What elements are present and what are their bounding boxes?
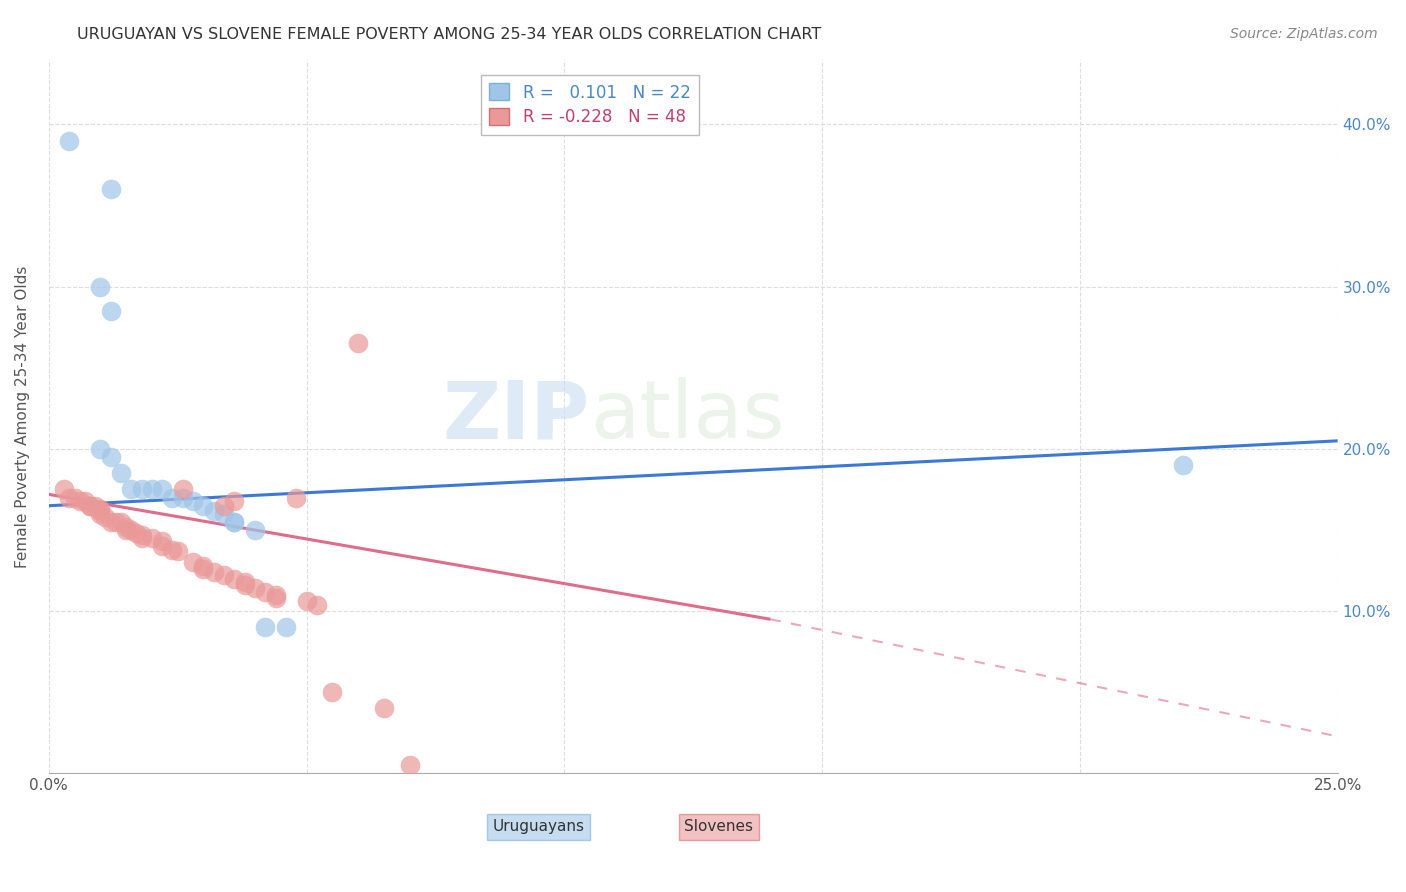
Point: [150, 483, 173, 497]
Point: [243, 523, 266, 537]
Point: [131, 483, 153, 497]
Point: [321, 685, 343, 699]
Point: [94, 510, 117, 524]
Text: Source: ZipAtlas.com: Source: ZipAtlas.com: [1230, 27, 1378, 41]
Point: [347, 336, 370, 351]
Point: [58, 134, 80, 148]
Point: [233, 578, 256, 592]
Text: ZIP: ZIP: [443, 377, 591, 456]
Point: [58, 491, 80, 505]
Point: [398, 758, 420, 772]
Point: [172, 483, 194, 497]
Point: [166, 544, 188, 558]
Point: [115, 523, 138, 537]
Point: [274, 620, 297, 634]
Point: [212, 499, 235, 513]
Point: [89, 502, 111, 516]
Point: [104, 515, 127, 529]
Point: [212, 507, 235, 521]
Point: [254, 620, 277, 634]
Text: atlas: atlas: [591, 377, 785, 456]
Point: [100, 182, 122, 196]
Point: [181, 556, 204, 570]
Point: [89, 279, 111, 293]
Point: [100, 515, 122, 529]
Point: [89, 503, 111, 517]
Text: Uruguayans: Uruguayans: [492, 820, 585, 834]
Point: [1171, 458, 1194, 472]
Point: [100, 304, 122, 318]
Point: [150, 534, 173, 549]
Point: [120, 523, 142, 537]
Point: [264, 588, 287, 602]
Point: [89, 507, 111, 521]
Point: [69, 493, 91, 508]
Point: [202, 503, 225, 517]
Point: [193, 499, 215, 513]
Point: [131, 531, 153, 545]
Point: [224, 493, 246, 508]
Point: [285, 491, 308, 505]
Point: [73, 493, 96, 508]
Point: [193, 558, 215, 573]
Point: [224, 515, 246, 529]
Point: [181, 493, 204, 508]
Legend: R =   0.101   N = 22, R = -0.228   N = 48: R = 0.101 N = 22, R = -0.228 N = 48: [481, 75, 699, 135]
Point: [141, 531, 163, 545]
Point: [172, 491, 194, 505]
Point: [224, 572, 246, 586]
Point: [115, 520, 138, 534]
Point: [120, 483, 142, 497]
Point: [162, 542, 184, 557]
Point: [193, 562, 215, 576]
Point: [141, 483, 163, 497]
Point: [233, 574, 256, 589]
Point: [254, 584, 277, 599]
Point: [110, 467, 132, 481]
Text: URUGUAYAN VS SLOVENE FEMALE POVERTY AMONG 25-34 YEAR OLDS CORRELATION CHART: URUGUAYAN VS SLOVENE FEMALE POVERTY AMON…: [77, 27, 821, 42]
Point: [79, 499, 101, 513]
Point: [53, 483, 76, 497]
Y-axis label: Female Poverty Among 25-34 Year Olds: Female Poverty Among 25-34 Year Olds: [15, 265, 30, 567]
Point: [125, 526, 148, 541]
Point: [63, 491, 86, 505]
Point: [150, 539, 173, 553]
Text: Slovenes: Slovenes: [685, 820, 754, 834]
Point: [162, 491, 184, 505]
Point: [264, 591, 287, 606]
Point: [79, 499, 101, 513]
Point: [84, 499, 107, 513]
Point: [131, 528, 153, 542]
Point: [100, 450, 122, 464]
Point: [202, 566, 225, 580]
Point: [212, 568, 235, 582]
Point: [295, 594, 318, 608]
Point: [305, 598, 328, 612]
Point: [224, 515, 246, 529]
Point: [110, 515, 132, 529]
Point: [89, 442, 111, 456]
Point: [373, 701, 395, 715]
Point: [243, 582, 266, 596]
